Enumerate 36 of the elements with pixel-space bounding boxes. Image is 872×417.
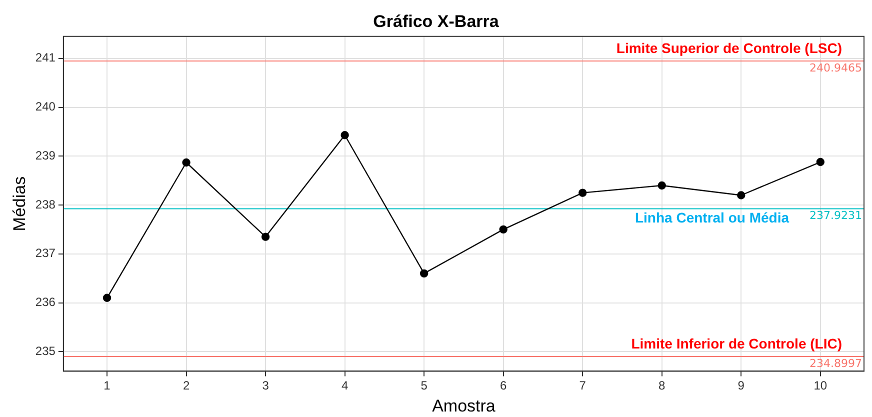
ref-line-label: 234.8997 <box>810 356 862 370</box>
x-tick-label: 5 <box>420 378 428 393</box>
annotation: Linha Central ou Média <box>634 210 790 226</box>
x-tick-label: 8 <box>658 378 666 393</box>
point <box>261 232 270 241</box>
point <box>182 158 190 167</box>
y-axis-title: Médias <box>10 176 29 232</box>
x-tick-label: 10 <box>814 378 828 393</box>
x-tick-label: 9 <box>738 378 745 393</box>
chart-title: Gráfico X-Barra <box>373 12 500 31</box>
x-tick-label: 7 <box>579 378 586 393</box>
point <box>499 225 508 234</box>
x-tick-label: 4 <box>341 378 348 393</box>
y-tick-label: 240 <box>35 100 56 114</box>
ref-line-label: 237.9231 <box>810 209 862 222</box>
x-tick-label: 3 <box>262 378 270 393</box>
ref-line-label: 240.9465 <box>810 61 862 74</box>
x-tick-label: 2 <box>182 378 190 393</box>
point <box>102 294 112 302</box>
x-tick-label: 1 <box>104 378 111 393</box>
point <box>578 188 587 197</box>
y-tick-label: 236 <box>35 295 56 310</box>
x-tick-label: 6 <box>500 378 507 393</box>
annotation: Limite Inferior de Controle (LIC) <box>631 335 842 352</box>
point <box>340 131 349 140</box>
point <box>816 158 825 166</box>
x-axis-title: Amostra <box>432 396 496 416</box>
point <box>737 191 746 200</box>
y-tick-label: 241 <box>35 50 56 65</box>
y-tick-label: 235 <box>35 344 56 358</box>
y-tick-label: 238 <box>35 197 56 212</box>
point <box>658 181 666 190</box>
y-tick-label: 237 <box>35 246 56 260</box>
annotation: Limite Superior de Controle (LSC) <box>616 40 842 56</box>
y-tick-label: 239 <box>35 148 56 162</box>
point <box>420 269 428 278</box>
